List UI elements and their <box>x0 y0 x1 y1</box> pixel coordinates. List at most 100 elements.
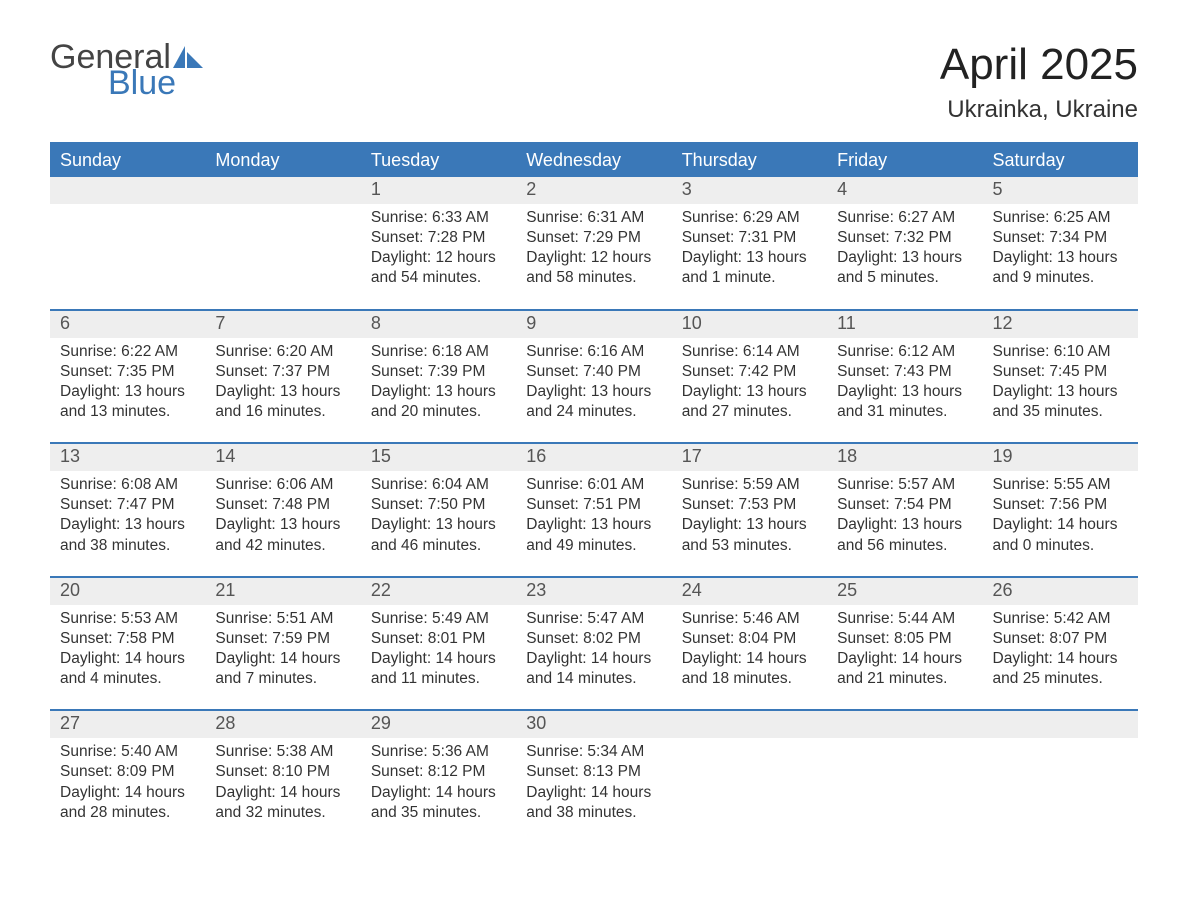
sunrise-text: Sunrise: 5:34 AM <box>526 742 661 762</box>
day-number: 26 <box>993 580 1013 600</box>
daylight-line-1: Daylight: 14 hours <box>837 649 972 669</box>
daylight-line-2: and 7 minutes. <box>215 669 350 689</box>
day-number: 27 <box>60 713 80 733</box>
calendar-day: 5Sunrise: 6:25 AMSunset: 7:34 PMDaylight… <box>983 177 1138 309</box>
calendar-week: 20 Sunrise: 5:53 AMSunset: 7:58 PMDayligh… <box>50 576 1138 710</box>
daynum-band: 27 <box>50 711 205 738</box>
dow-thursday: Thursday <box>672 144 827 177</box>
calendar-day: 24Sunrise: 5:46 AMSunset: 8:04 PMDayligh… <box>672 578 827 710</box>
sunrise-text: Sunrise: 6:27 AM <box>837 208 972 228</box>
day-number: 19 <box>993 446 1013 466</box>
sunrise-text: Sunrise: 5:59 AM <box>682 475 817 495</box>
calendar-day: 18Sunrise: 5:57 AMSunset: 7:54 PMDayligh… <box>827 444 982 576</box>
calendar-day <box>983 711 1138 843</box>
sunrise-text: Sunrise: 5:47 AM <box>526 609 661 629</box>
day-number: 20 <box>60 580 80 600</box>
daylight-line-2: and 56 minutes. <box>837 536 972 556</box>
sunset-text: Sunset: 7:29 PM <box>526 228 661 248</box>
day-body: Sunrise: 6:16 AMSunset: 7:40 PMDaylight:… <box>516 338 671 423</box>
calendar-day <box>205 177 360 309</box>
daylight-line-2: and 21 minutes. <box>837 669 972 689</box>
calendar-day: 9Sunrise: 6:16 AMSunset: 7:40 PMDaylight… <box>516 311 671 443</box>
sunrise-text: Sunrise: 5:38 AM <box>215 742 350 762</box>
day-number <box>60 179 65 199</box>
day-number: 14 <box>215 446 235 466</box>
daylight-line-1: Daylight: 13 hours <box>60 382 195 402</box>
sunset-text: Sunset: 7:53 PM <box>682 495 817 515</box>
page-header: General Blue April 2025 Ukrainka, Ukrain… <box>50 40 1138 124</box>
calendar-day: 19Sunrise: 5:55 AMSunset: 7:56 PMDayligh… <box>983 444 1138 576</box>
daynum-band: 17 <box>672 444 827 471</box>
daylight-line-1: Daylight: 13 hours <box>682 248 817 268</box>
daynum-band: 19 <box>983 444 1138 471</box>
calendar-day <box>672 711 827 843</box>
calendar-week: 1Sunrise: 6:33 AMSunset: 7:28 PMDaylight… <box>50 177 1138 309</box>
sunrise-text: Sunrise: 5:49 AM <box>371 609 506 629</box>
daynum-band: 1 <box>361 177 516 204</box>
sunrise-text: Sunrise: 6:22 AM <box>60 342 195 362</box>
day-body: Sunrise: 6:06 AMSunset: 7:48 PMDaylight:… <box>205 471 360 556</box>
sunset-text: Sunset: 7:50 PM <box>371 495 506 515</box>
sunset-text: Sunset: 8:05 PM <box>837 629 972 649</box>
sunset-text: Sunset: 8:02 PM <box>526 629 661 649</box>
daylight-line-1: Daylight: 14 hours <box>60 783 195 803</box>
day-number <box>993 713 998 733</box>
calendar-day: 7Sunrise: 6:20 AMSunset: 7:37 PMDaylight… <box>205 311 360 443</box>
day-number: 5 <box>993 179 1003 199</box>
daylight-line-2: and 14 minutes. <box>526 669 661 689</box>
calendar-day: 23Sunrise: 5:47 AMSunset: 8:02 PMDayligh… <box>516 578 671 710</box>
dow-wednesday: Wednesday <box>516 144 671 177</box>
day-number: 10 <box>682 313 702 333</box>
daylight-line-2: and 54 minutes. <box>371 268 506 288</box>
daylight-line-2: and 25 minutes. <box>993 669 1128 689</box>
daylight-line-1: Daylight: 13 hours <box>837 515 972 535</box>
day-number: 15 <box>371 446 391 466</box>
sunset-text: Sunset: 7:48 PM <box>215 495 350 515</box>
sunrise-text: Sunrise: 6:33 AM <box>371 208 506 228</box>
day-body: Sunrise: 5:46 AMSunset: 8:04 PMDaylight:… <box>672 605 827 690</box>
sunset-text: Sunset: 7:43 PM <box>837 362 972 382</box>
sunrise-text: Sunrise: 5:53 AM <box>60 609 195 629</box>
sunrise-text: Sunrise: 5:36 AM <box>371 742 506 762</box>
dow-monday: Monday <box>205 144 360 177</box>
daynum-band: 25 <box>827 578 982 605</box>
day-body: Sunrise: 6:31 AMSunset: 7:29 PMDaylight:… <box>516 204 671 289</box>
daynum-band: 26 <box>983 578 1138 605</box>
daylight-line-2: and 58 minutes. <box>526 268 661 288</box>
day-body <box>983 738 1138 742</box>
daylight-line-2: and 32 minutes. <box>215 803 350 823</box>
daylight-line-1: Daylight: 13 hours <box>60 515 195 535</box>
daylight-line-1: Daylight: 14 hours <box>371 783 506 803</box>
daylight-line-2: and 53 minutes. <box>682 536 817 556</box>
day-number: 6 <box>60 313 70 333</box>
day-number: 25 <box>837 580 857 600</box>
day-body <box>50 204 205 208</box>
sunset-text: Sunset: 8:10 PM <box>215 762 350 782</box>
calendar-day: 22Sunrise: 5:49 AMSunset: 8:01 PMDayligh… <box>361 578 516 710</box>
day-body: Sunrise: 5:44 AMSunset: 8:05 PMDaylight:… <box>827 605 982 690</box>
daylight-line-2: and 5 minutes. <box>837 268 972 288</box>
daynum-band <box>983 711 1138 738</box>
day-number: 13 <box>60 446 80 466</box>
dow-friday: Friday <box>827 144 982 177</box>
sail-icon <box>173 44 205 72</box>
day-body: Sunrise: 5:42 AMSunset: 8:07 PMDaylight:… <box>983 605 1138 690</box>
calendar-day: 8Sunrise: 6:18 AMSunset: 7:39 PMDaylight… <box>361 311 516 443</box>
daylight-line-1: Daylight: 14 hours <box>993 649 1128 669</box>
calendar-day: 3Sunrise: 6:29 AMSunset: 7:31 PMDaylight… <box>672 177 827 309</box>
day-number <box>682 713 687 733</box>
calendar-day: 13 Sunrise: 6:08 AMSunset: 7:47 PMDayligh… <box>50 444 205 576</box>
daylight-line-1: Daylight: 14 hours <box>526 649 661 669</box>
daylight-line-1: Daylight: 13 hours <box>371 515 506 535</box>
day-body: Sunrise: 6:18 AMSunset: 7:39 PMDaylight:… <box>361 338 516 423</box>
daylight-line-1: Daylight: 13 hours <box>526 382 661 402</box>
daynum-band: 30 <box>516 711 671 738</box>
day-body: Sunrise: 6:08 AMSunset: 7:47 PMDaylight:… <box>50 471 205 556</box>
daylight-line-1: Daylight: 13 hours <box>837 382 972 402</box>
day-body: Sunrise: 5:53 AMSunset: 7:58 PMDaylight:… <box>50 605 205 690</box>
calendar-day: 27Sunrise: 5:40 AMSunset: 8:09 PMDayligh… <box>50 711 205 843</box>
daynum-band: 28 <box>205 711 360 738</box>
sunrise-text: Sunrise: 6:29 AM <box>682 208 817 228</box>
daynum-band: 9 <box>516 311 671 338</box>
sunrise-text: Sunrise: 6:12 AM <box>837 342 972 362</box>
